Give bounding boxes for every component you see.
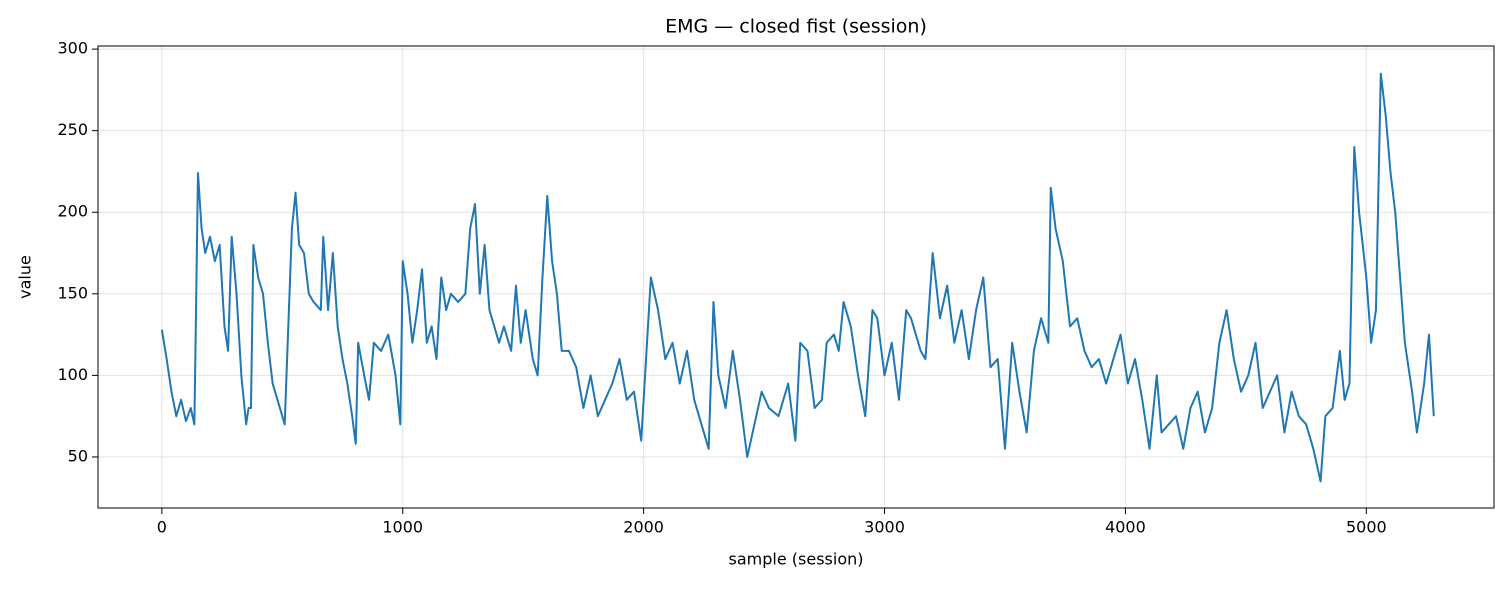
x-tick-label: 0 <box>157 518 167 537</box>
y-tick-label: 300 <box>57 39 88 58</box>
x-tick-label: 4000 <box>1105 518 1146 537</box>
y-axis-label: value <box>16 255 35 299</box>
x-tick-label: 5000 <box>1346 518 1387 537</box>
chart-title: EMG — closed fist (session) <box>665 16 927 38</box>
axes-frame <box>97 45 1495 509</box>
y-tick-label: 200 <box>57 202 88 221</box>
data-line <box>160 72 1435 483</box>
y-tick-label: 50 <box>68 446 88 465</box>
y-tick-label: 150 <box>57 283 88 302</box>
x-axis-label: sample (session) <box>729 550 864 569</box>
plot-area <box>160 72 1435 483</box>
x-tick-label: 1000 <box>382 518 423 537</box>
y-tick-label: 250 <box>57 120 88 139</box>
x-tick-label: 3000 <box>864 518 905 537</box>
x-tick-label: 2000 <box>623 518 664 537</box>
y-tick-label: 100 <box>57 365 88 384</box>
